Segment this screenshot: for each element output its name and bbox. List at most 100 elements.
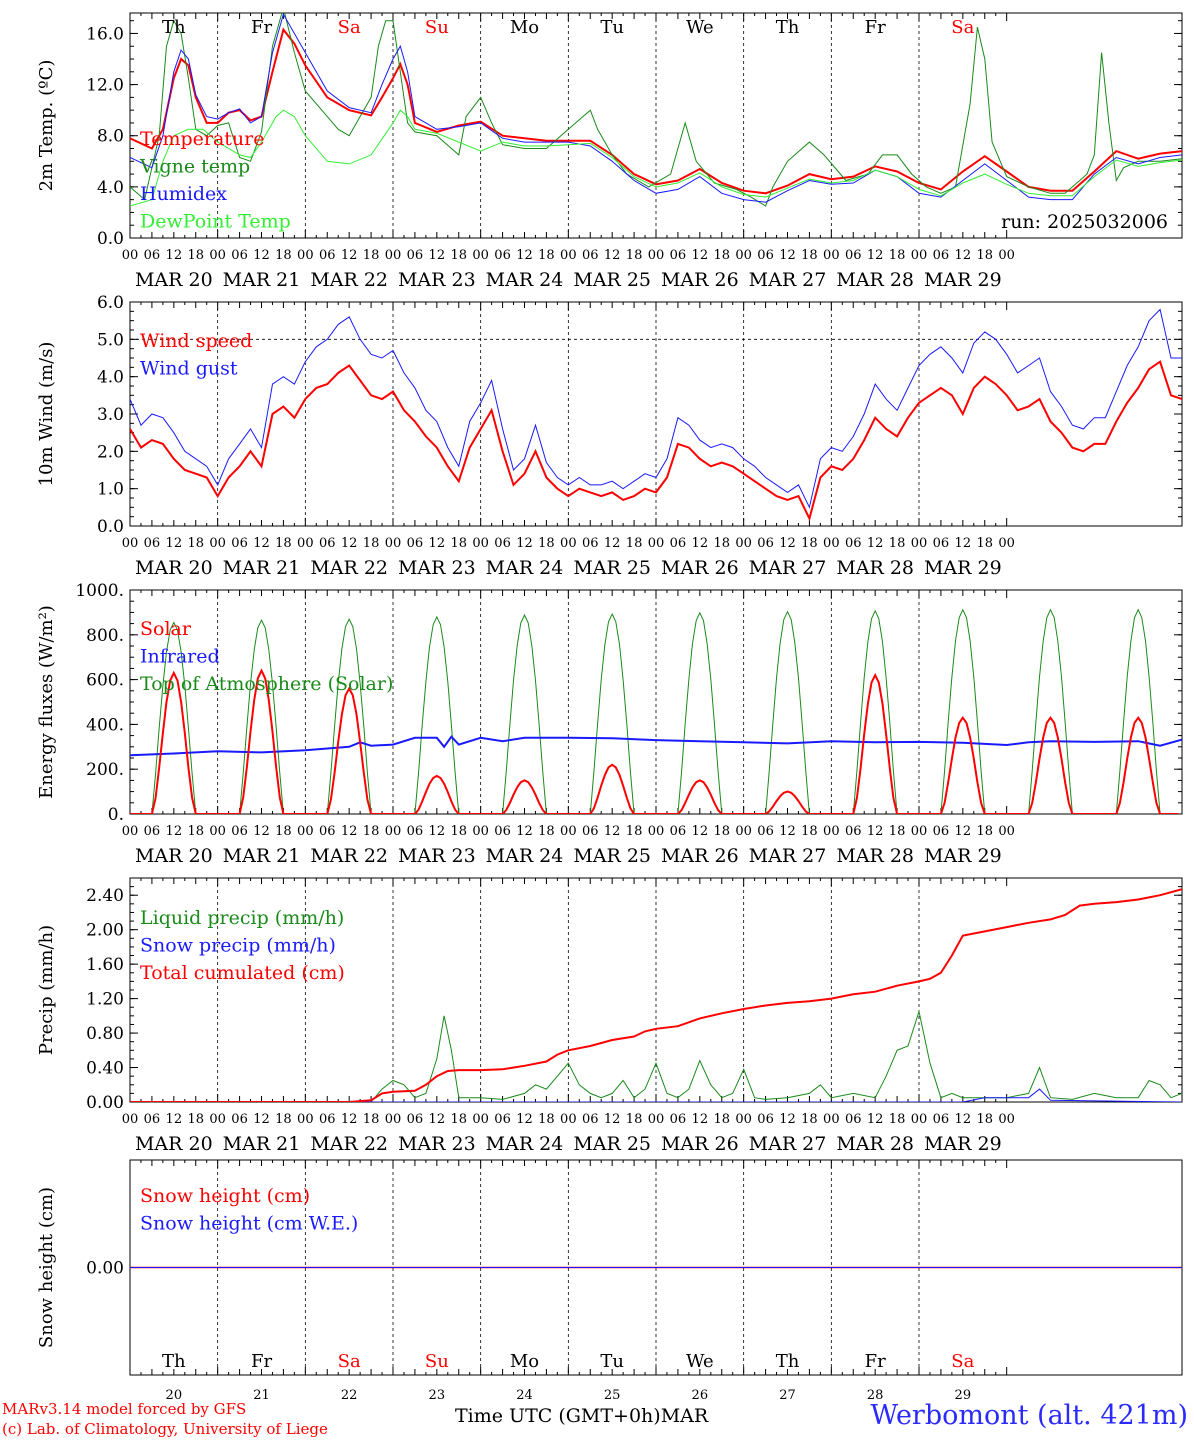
hour-label: 00 bbox=[560, 1112, 577, 1127]
date-label: MAR 21 bbox=[223, 845, 301, 867]
hour-label: 18 bbox=[363, 824, 380, 839]
hour-label: 18 bbox=[976, 1112, 993, 1127]
hour-label: 06 bbox=[231, 536, 248, 551]
month-label: MAR bbox=[660, 1405, 709, 1427]
hour-label: 18 bbox=[275, 1112, 292, 1127]
weekday-label: Mo bbox=[510, 1351, 539, 1372]
day-number-label: 24 bbox=[516, 1388, 533, 1403]
date-label: MAR 28 bbox=[836, 1133, 914, 1155]
hour-label: 00 bbox=[648, 1112, 665, 1127]
hour-label: 00 bbox=[735, 824, 752, 839]
hour-label: 00 bbox=[911, 536, 928, 551]
hour-label: 00 bbox=[998, 248, 1015, 263]
hour-label: 18 bbox=[889, 248, 906, 263]
hour-label: 12 bbox=[867, 824, 884, 839]
hour-label: 06 bbox=[845, 824, 862, 839]
series-line-infrared bbox=[130, 735, 1182, 757]
date-label: MAR 25 bbox=[573, 1133, 651, 1155]
hour-label: 12 bbox=[692, 1112, 709, 1127]
weekday-label: Sa bbox=[951, 1351, 974, 1372]
weekday-label: Tu bbox=[600, 17, 624, 38]
hour-label: 18 bbox=[626, 536, 643, 551]
hour-label: 06 bbox=[582, 1112, 599, 1127]
y-tick-label: 600. bbox=[86, 671, 124, 691]
y-tick-label: 400. bbox=[86, 715, 124, 735]
hour-label: 00 bbox=[648, 824, 665, 839]
date-label: MAR 23 bbox=[398, 845, 476, 867]
date-label: MAR 28 bbox=[836, 557, 914, 579]
hour-label: 00 bbox=[122, 248, 139, 263]
hour-label: 06 bbox=[407, 824, 424, 839]
hour-label: 12 bbox=[341, 536, 358, 551]
hour-label: 12 bbox=[867, 536, 884, 551]
hour-label: 18 bbox=[626, 1112, 643, 1127]
y-tick-label: 800. bbox=[86, 626, 124, 646]
hour-label: 18 bbox=[450, 1112, 467, 1127]
hour-label: 12 bbox=[692, 824, 709, 839]
hour-label: 18 bbox=[713, 1112, 730, 1127]
hour-label: 18 bbox=[801, 536, 818, 551]
hour-label: 00 bbox=[560, 248, 577, 263]
hour-label: 00 bbox=[385, 1112, 402, 1127]
hour-label: 06 bbox=[670, 248, 687, 263]
y-tick-label: 0. bbox=[108, 805, 124, 825]
date-label: MAR 22 bbox=[310, 269, 388, 291]
hour-label: 18 bbox=[187, 248, 204, 263]
hour-label: 18 bbox=[976, 248, 993, 263]
hour-label: 12 bbox=[867, 248, 884, 263]
hour-label: 06 bbox=[582, 248, 599, 263]
hour-label: 12 bbox=[516, 1112, 533, 1127]
weekday-label: Mo bbox=[510, 17, 539, 38]
hour-label: 12 bbox=[604, 536, 621, 551]
hour-label: 18 bbox=[801, 248, 818, 263]
date-label: MAR 28 bbox=[836, 845, 914, 867]
series-line-temperature bbox=[130, 27, 1182, 195]
hour-label: 18 bbox=[538, 824, 555, 839]
date-label: MAR 22 bbox=[310, 557, 388, 579]
y-tick-label: 2.40 bbox=[86, 886, 124, 906]
hour-label: 12 bbox=[429, 1112, 446, 1127]
y-tick-label: 1.60 bbox=[86, 955, 124, 975]
hour-label: 00 bbox=[998, 536, 1015, 551]
hour-label: 18 bbox=[976, 536, 993, 551]
weekday-label: Tu bbox=[600, 1351, 624, 1372]
hour-label: 18 bbox=[713, 824, 730, 839]
hour-label: 06 bbox=[319, 1112, 336, 1127]
hour-label: 12 bbox=[341, 824, 358, 839]
hour-label: 12 bbox=[253, 824, 270, 839]
hour-label: 00 bbox=[385, 536, 402, 551]
hour-label: 00 bbox=[297, 1112, 314, 1127]
y-axis-title-energy: Energy fluxes (W/m²) bbox=[36, 605, 57, 799]
date-label: MAR 23 bbox=[398, 269, 476, 291]
hour-label: 12 bbox=[253, 1112, 270, 1127]
hour-label: 06 bbox=[845, 248, 862, 263]
weekday-label: Th bbox=[162, 1351, 186, 1372]
plot-frame-temperature bbox=[129, 12, 1183, 239]
hour-label: 12 bbox=[253, 248, 270, 263]
hour-label: 06 bbox=[933, 824, 950, 839]
weekday-label: Su bbox=[425, 17, 449, 38]
date-label: MAR 29 bbox=[924, 557, 1002, 579]
hour-label: 06 bbox=[407, 1112, 424, 1127]
hour-label: 06 bbox=[494, 248, 511, 263]
weekday-label: Fr bbox=[251, 17, 272, 38]
date-label: MAR 20 bbox=[135, 1133, 213, 1155]
hour-label: 18 bbox=[626, 248, 643, 263]
series-line-top-of-atmosphere-solar- bbox=[130, 608, 1179, 814]
hour-label: 06 bbox=[933, 536, 950, 551]
hour-label: 00 bbox=[911, 1112, 928, 1127]
hour-label: 00 bbox=[472, 536, 489, 551]
location-title: Werbomont (alt. 421m) bbox=[870, 1400, 1188, 1431]
y-tick-label: 4.0 bbox=[97, 178, 124, 198]
hour-label: 00 bbox=[385, 248, 402, 263]
y-tick-label: 0.80 bbox=[86, 1024, 124, 1044]
y-tick-label: 4.0 bbox=[97, 368, 124, 388]
legend-entry: Wind speed bbox=[140, 330, 252, 352]
hour-label: 06 bbox=[757, 1112, 774, 1127]
date-label: MAR 20 bbox=[135, 845, 213, 867]
hour-label: 12 bbox=[604, 1112, 621, 1127]
hour-label: 06 bbox=[494, 824, 511, 839]
hour-label: 12 bbox=[692, 536, 709, 551]
y-tick-label: 1.0 bbox=[97, 480, 124, 500]
model-credit: MARv3.14 model forced by GFS bbox=[2, 1400, 247, 1418]
